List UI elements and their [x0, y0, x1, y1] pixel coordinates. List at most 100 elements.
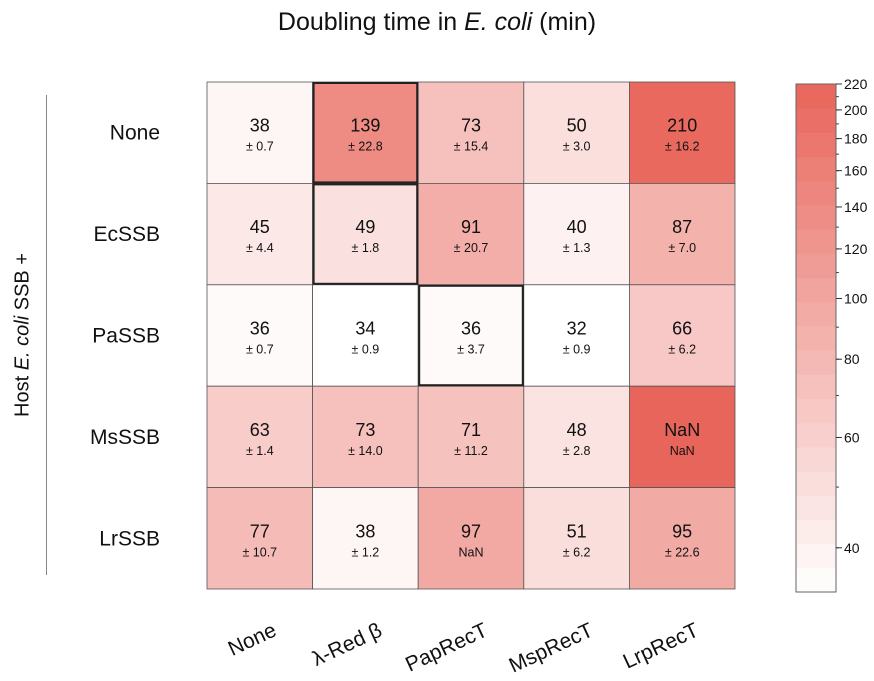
cell-value-label: 34: [355, 319, 375, 339]
cell-error-label: ± 1.8: [352, 241, 380, 255]
cell-value-label: 87: [672, 217, 692, 237]
cell-error-label: ± 6.2: [668, 343, 696, 357]
cell-value-label: 91: [461, 217, 481, 237]
colorbar-band: [796, 229, 836, 254]
colorbar-tick-label: 40: [844, 540, 860, 556]
cell-error-label: ± 1.3: [563, 241, 591, 255]
colorbar-band: [796, 422, 836, 448]
highlighted-cell-border: [312, 82, 419, 184]
row-label: LrSSB: [99, 527, 160, 550]
heatmap-cell: [629, 284, 736, 387]
colorbar-tick-label: 160: [844, 163, 868, 179]
heatmap-cell: [629, 487, 736, 590]
cell-error-label: ± 1.2: [352, 545, 380, 559]
cell-error-label: NaN: [458, 545, 483, 559]
cell-error-label: ± 10.7: [242, 545, 277, 559]
colorbar-band: [796, 180, 836, 206]
cell-value-label: 77: [250, 521, 270, 541]
cell-value-label: 73: [355, 420, 375, 440]
colorbar-band: [796, 398, 836, 424]
colorbar-band: [796, 108, 836, 133]
cell-value-label: 32: [567, 319, 587, 339]
colorbar-band: [796, 156, 836, 182]
colorbar-band: [796, 253, 836, 279]
colorbar-tick-label: 200: [844, 102, 868, 118]
heatmap-cell: [523, 487, 630, 590]
cell-value-label: 139: [350, 116, 380, 136]
column-label: MspRecT: [506, 619, 597, 678]
cell-value-label: 73: [461, 116, 481, 136]
cell-value-label: 36: [461, 319, 481, 339]
cell-value-label: 97: [461, 521, 481, 541]
cell-value-label: 49: [355, 217, 375, 237]
colorbar-band: [796, 543, 836, 569]
heatmap-cell: [629, 182, 736, 286]
cell-value-label: 36: [250, 319, 270, 339]
heatmap-cell: [312, 385, 419, 489]
colorbar-tick-label: 180: [844, 131, 868, 147]
y-axis-bracket-line: [46, 95, 47, 575]
cell-value-label: 51: [567, 521, 587, 541]
cell-value-label: 38: [250, 116, 270, 136]
cell-value-label: 45: [250, 217, 270, 237]
colorbar-tick-label: 220: [844, 76, 868, 92]
heatmap-cell: [523, 182, 630, 286]
cell-error-label: ± 0.7: [246, 140, 274, 154]
highlighted-cell-border: [418, 284, 524, 387]
highlighted-cell-border: [312, 183, 419, 285]
colorbar-band: [796, 446, 836, 472]
cell-error-label: ± 7.0: [668, 241, 696, 255]
cell-error-label: ± 15.4: [454, 140, 489, 154]
row-label: MsSSB: [90, 426, 160, 449]
cell-error-label: ± 22.6: [665, 545, 700, 559]
colorbar-tick-label: 140: [844, 199, 868, 215]
heatmap-cell: [523, 385, 630, 489]
heatmap-cell: [417, 81, 525, 184]
cell-value-label: 48: [567, 420, 587, 440]
colorbar-tick-label: 60: [844, 429, 860, 445]
cell-value-label: 210: [667, 116, 697, 136]
colorbar-tick-label: 100: [844, 291, 868, 307]
cell-error-label: ± 14.0: [348, 444, 383, 458]
heatmap-cell: [417, 284, 525, 387]
cell-error-label: ± 0.9: [563, 343, 591, 357]
cell-error-label: ± 4.4: [246, 241, 274, 255]
colorbar-band: [796, 204, 836, 230]
cell-error-label: ± 22.8: [348, 140, 383, 154]
cell-error-label: ± 6.2: [563, 545, 591, 559]
colorbar-frame: [795, 83, 837, 593]
heatmap-cell: [312, 284, 419, 387]
row-label: None: [110, 122, 160, 145]
heatmap-cell: [417, 182, 525, 286]
heatmap-cell: [629, 385, 736, 489]
cell-error-label: ± 3.0: [563, 140, 591, 154]
colorbar-band: [796, 132, 836, 158]
column-label: LrpRecT: [620, 619, 703, 674]
cell-error-label: ± 1.4: [246, 444, 274, 458]
colorbar-band: [796, 277, 836, 303]
column-label: PapRecT: [402, 619, 491, 677]
heatmap-cell: [206, 182, 313, 286]
cell-error-label: ± 16.2: [665, 140, 700, 154]
heatmap-cell: [523, 81, 630, 184]
cell-value-label: 66: [672, 319, 692, 339]
heatmap-cell: [417, 487, 525, 590]
colorbar-tick-label: 120: [844, 241, 868, 257]
cell-error-label: ± 11.2: [454, 444, 488, 458]
colorbar-band: [796, 301, 836, 327]
cell-value-label: 71: [461, 420, 481, 440]
colorbar-band: [796, 495, 836, 520]
column-label: None: [225, 619, 280, 661]
column-label: λ-Red β: [309, 619, 386, 671]
cell-error-label: NaN: [670, 444, 695, 458]
colorbar-band: [796, 374, 836, 399]
colorbar-band: [796, 567, 836, 593]
chart-title: Doubling time in E. coli (min): [277, 8, 597, 36]
colorbar-tick-label: 80: [844, 351, 860, 367]
cell-error-label: ± 0.7: [246, 343, 274, 357]
heatmap-cell: [312, 487, 419, 590]
heatmap-cell: [417, 385, 525, 489]
cell-value-label: 40: [567, 217, 587, 237]
row-label: PaSSB: [92, 325, 160, 348]
